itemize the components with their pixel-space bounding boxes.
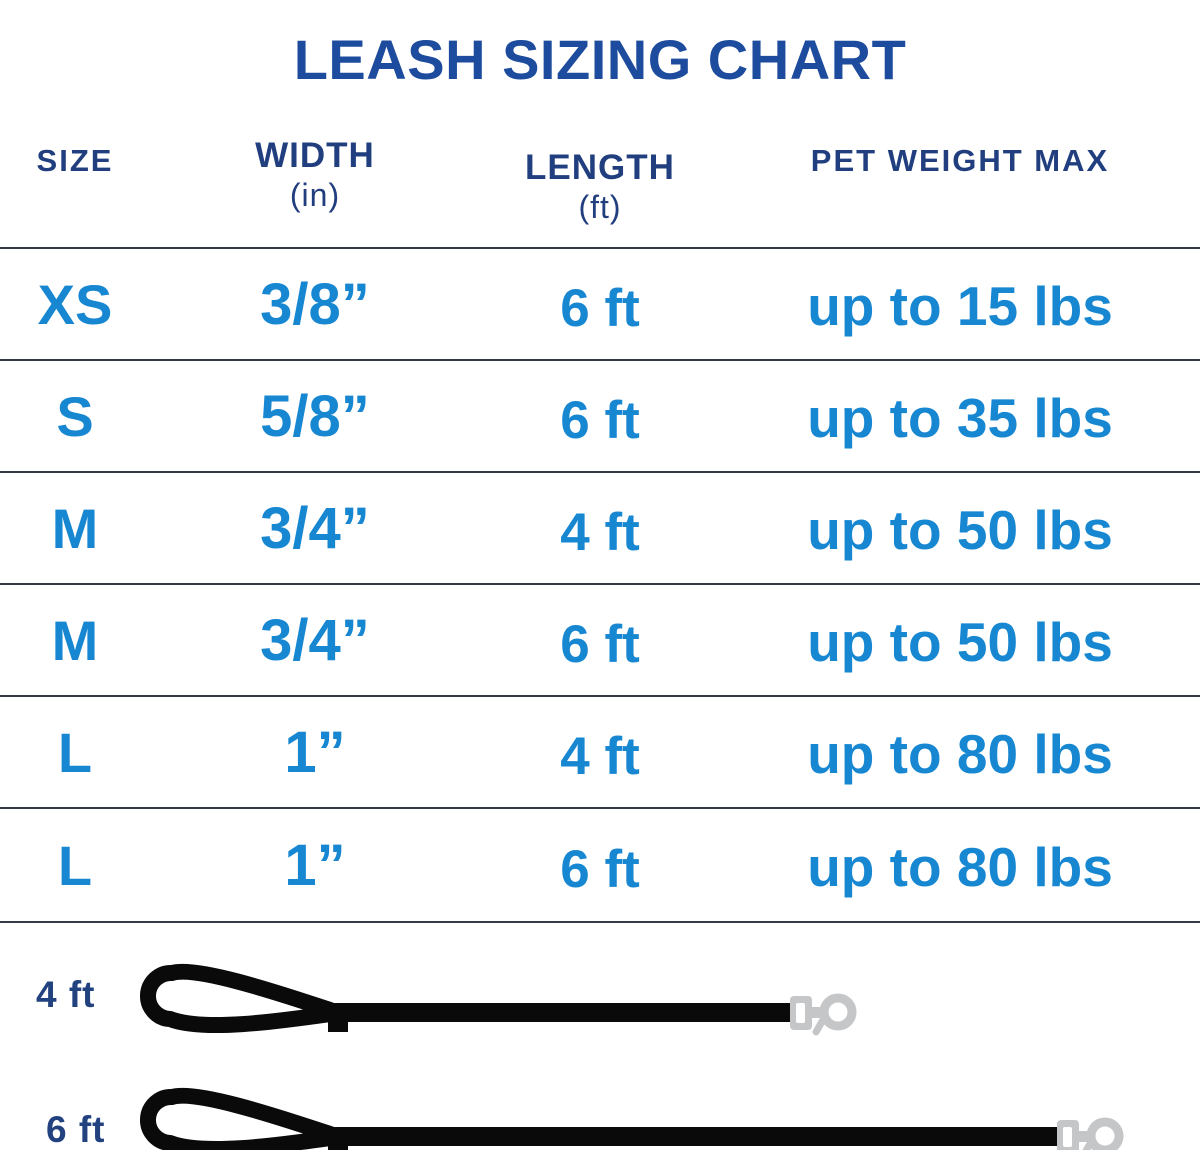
- column-header-label: SIZE: [36, 143, 114, 178]
- page-title: LEASH SIZING CHART: [293, 27, 907, 91]
- length-cell: 4 ft: [560, 502, 640, 562]
- leash-4ft-illustration: [140, 963, 857, 1036]
- weight-cell: up to 50 lbs: [807, 611, 1113, 673]
- weight-cell: up to 35 lbs: [807, 387, 1113, 449]
- length-cell: 6 ft: [560, 614, 640, 674]
- column-header-label: LENGTH: [525, 148, 675, 187]
- size-cell: M: [51, 608, 99, 672]
- width-cell: 1”: [284, 719, 346, 785]
- table-row: XS 3/8” 6 ft up to 15 lbs: [0, 249, 1200, 361]
- leash-clasp-icon: [790, 993, 857, 1036]
- length-cell: 6 ft: [560, 278, 640, 338]
- weight-cell: up to 15 lbs: [807, 275, 1113, 337]
- table-row: S 5/8” 6 ft up to 35 lbs: [0, 361, 1200, 473]
- length-cell: 6 ft: [560, 390, 640, 450]
- leash-strap: [326, 1127, 1057, 1146]
- width-cell: 3/4”: [260, 495, 370, 561]
- column-header-unit: (in): [289, 177, 341, 213]
- width-cell: 3/4”: [260, 607, 370, 673]
- width-cell: 3/8”: [260, 271, 370, 337]
- weight-cell: up to 50 lbs: [807, 499, 1113, 561]
- weight-cell: up to 80 lbs: [807, 723, 1113, 785]
- size-cell: M: [51, 496, 99, 560]
- size-cell: L: [57, 833, 93, 897]
- leash-length-label: 6 ft: [46, 1109, 106, 1150]
- leash-6ft-illustration: [140, 1087, 1124, 1150]
- column-header-length: LENGTH (ft): [480, 128, 720, 223]
- table-row: L 1” 6 ft up to 80 lbs: [0, 809, 1200, 921]
- size-cell: S: [56, 384, 94, 448]
- length-cell: 4 ft: [560, 726, 640, 786]
- leash-strap-fold: [328, 1140, 348, 1150]
- table-row: L 1” 4 ft up to 80 lbs: [0, 697, 1200, 809]
- size-cell: L: [57, 720, 93, 784]
- table-row: M 3/4” 6 ft up to 50 lbs: [0, 585, 1200, 697]
- leash-strap: [326, 1003, 790, 1022]
- weight-cell: up to 80 lbs: [807, 836, 1113, 898]
- leash-clasp-icon: [1057, 1117, 1124, 1150]
- width-cell: 1”: [284, 832, 346, 898]
- length-cell: 6 ft: [560, 839, 640, 899]
- column-header-label: WIDTH: [255, 136, 375, 175]
- column-header-width: WIDTH (in): [150, 128, 480, 223]
- table-row: M 3/4” 4 ft up to 50 lbs: [0, 473, 1200, 585]
- leash-handle-loop: [140, 1087, 338, 1150]
- column-header-size: SIZE: [0, 128, 150, 223]
- width-cell: 5/8”: [260, 383, 370, 449]
- column-header-label: PET WEIGHT MAX: [810, 143, 1110, 178]
- table-header: SIZE WIDTH (in) LENGTH (ft) PET WEIGHT M…: [0, 128, 1200, 223]
- leash-handle-loop: [140, 963, 338, 1033]
- leash-strap-fold: [328, 1016, 348, 1032]
- leash-length-label: 4 ft: [36, 974, 96, 1015]
- column-header-unit: (ft): [578, 189, 622, 225]
- size-cell: XS: [37, 272, 113, 336]
- column-header-weight: PET WEIGHT MAX: [720, 128, 1200, 223]
- sizing-table: XS 3/8” 6 ft up to 15 lbs S 5/8” 6 ft up…: [0, 247, 1200, 923]
